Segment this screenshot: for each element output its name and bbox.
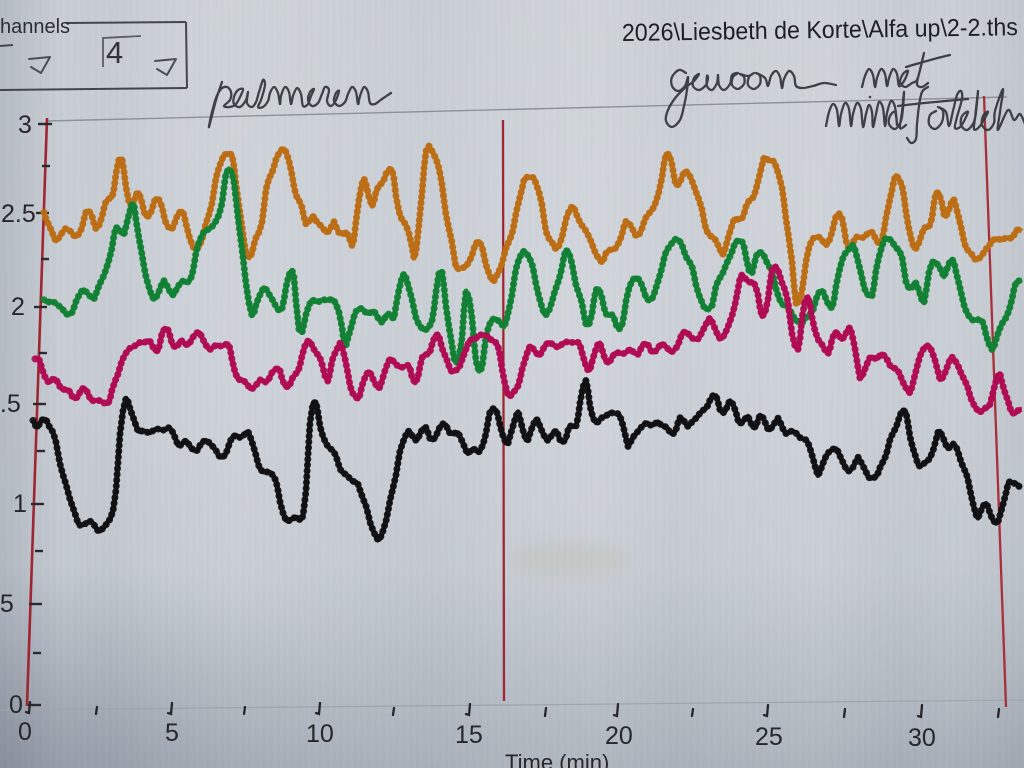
svg-text:0.5: 0.5 — [0, 590, 14, 618]
svg-text:0: 0 — [9, 691, 23, 719]
svg-text:2.5: 2.5 — [1, 200, 36, 228]
svg-text:3: 3 — [18, 111, 32, 139]
svg-text:15: 15 — [455, 721, 483, 749]
svg-text:1: 1 — [13, 490, 27, 518]
svg-text:Time (min): Time (min) — [505, 750, 609, 768]
svg-text:10: 10 — [306, 720, 334, 748]
svg-text:hannels: hannels — [0, 16, 70, 38]
svg-text:30: 30 — [908, 724, 936, 752]
svg-text:1.5: 1.5 — [0, 390, 21, 418]
svg-text:0: 0 — [18, 718, 32, 746]
svg-text:25: 25 — [755, 723, 783, 751]
svg-text:2: 2 — [11, 293, 25, 321]
svg-text:4: 4 — [106, 35, 123, 70]
svg-text:20: 20 — [605, 722, 633, 750]
svg-text:5: 5 — [165, 719, 179, 747]
svg-text:2026\Liesbeth de Korte\Alfa up: 2026\Liesbeth de Korte\Alfa up\2-2.ths — [622, 14, 1018, 47]
